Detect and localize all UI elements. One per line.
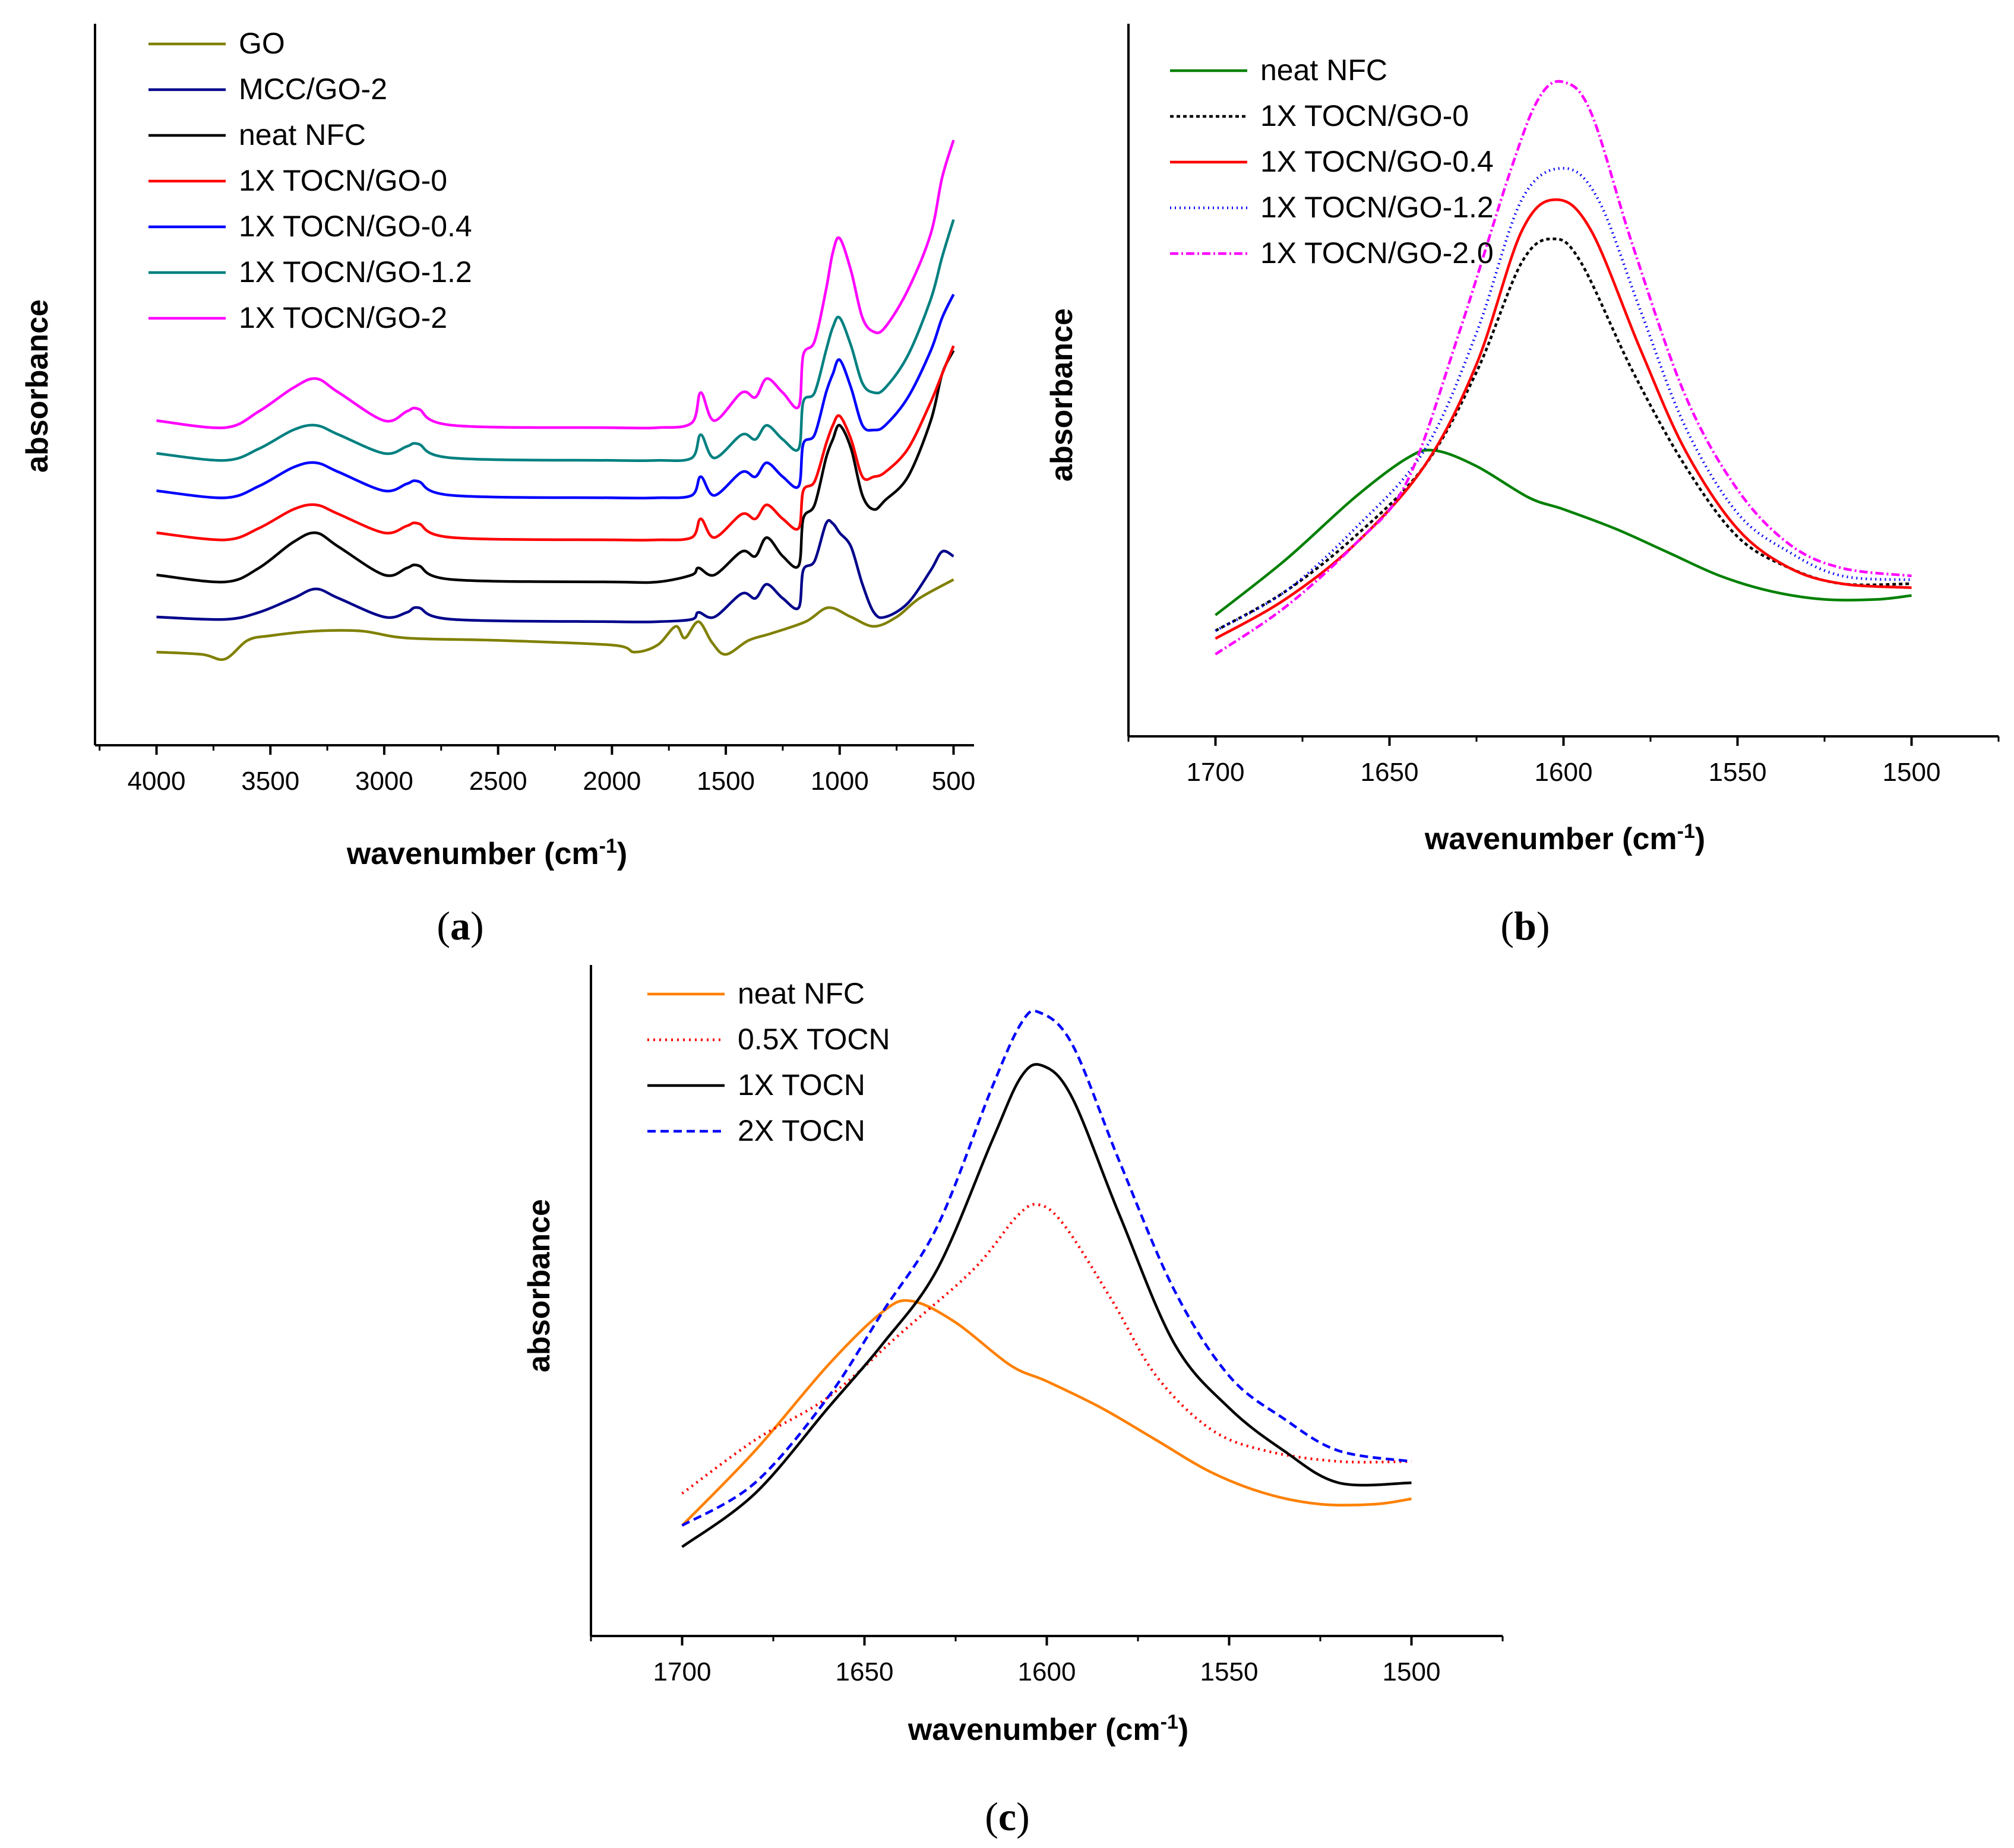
panel-c-legend-label: 0.5X TOCN [738, 1023, 890, 1056]
panel-b-x-tick-label: 1700 [1187, 758, 1245, 787]
panel-a-x-tick-label: 1000 [811, 767, 869, 796]
panel-b-y-axis-label: absorbance [1045, 308, 1079, 482]
panel-a-series-line-6 [156, 219, 955, 463]
panel-a-series-line-4 [156, 345, 955, 542]
panel-b-legend-label: 1X TOCN/GO-1.2 [1260, 191, 1494, 224]
panel-c-axes: 1700 1650 1600 1550 1500 [590, 965, 1504, 1686]
panel-b-chart: 1700 1650 1600 1550 1500 neat NFC 1X TOCN/GO-… [1045, 24, 2000, 856]
panel-a-chart: 4000 3500 3000 2500 2000 1500 1000 500 GO MCC/GO… [20, 24, 975, 871]
panel-b-x-tick-label: 1500 [1883, 758, 1941, 787]
panel-c-series-line-3 [681, 1063, 1412, 1548]
caption-c: (c) [985, 1794, 1030, 1839]
panel-c-x-tick-label: 1650 [836, 1657, 894, 1686]
panel-a-series-line-2 [156, 519, 954, 624]
panel-b-legend-label: 1X TOCN/GO-2.0 [1260, 236, 1494, 270]
panel-a-x-tick-label: 3000 [355, 767, 413, 796]
panel-c-series-line-1 [681, 1299, 1412, 1527]
panel-a-legend-label: 1X TOCN/GO-0.4 [239, 210, 472, 243]
panel-a-legend-label: 1X TOCN/GO-1.2 [239, 255, 472, 289]
panel-c-series-line-4 [681, 1010, 1412, 1527]
panel-c-legend-label: 1X TOCN [738, 1068, 865, 1102]
panel-b-series-line-2 [1215, 237, 1912, 632]
panel-a-series-line-1 [156, 578, 954, 662]
panel-a-series [156, 140, 955, 662]
panel-a-x-tick-label: 2000 [583, 767, 641, 796]
panel-c-chart: 1700 1650 1600 1550 1500 neat NFC 0.5X TOCN 1X… [522, 965, 1504, 1747]
panel-c-x-tick-label: 1500 [1383, 1657, 1441, 1686]
panel-a-legend-label: GO [239, 27, 285, 60]
panel-b-legend-label: neat NFC [1260, 53, 1387, 87]
panel-a-y-axis-label: absorbance [20, 299, 55, 473]
panel-a-legend-label: neat NFC [239, 118, 366, 151]
panel-a-series-line-7 [156, 140, 955, 430]
panel-a-legend: GO MCC/GO-2 neat NFC 1X TOCN/GO-0 1X TOCN/GO… [148, 27, 472, 334]
panel-b-series-line-5 [1215, 80, 1912, 656]
panel-b-series-line-1 [1215, 448, 1912, 616]
panel-a-x-tick-label: 4000 [128, 767, 186, 796]
panel-a-x-axis-label: wavenumber (cm-1) [346, 835, 627, 871]
panel-a-legend-label: 1X TOCN/GO-2 [239, 301, 447, 334]
panel-c-x-tick-label: 1550 [1200, 1657, 1259, 1686]
panel-a-x-tick-label: 1500 [697, 767, 755, 796]
caption-a: (a) [437, 903, 483, 948]
panel-c-legend: neat NFC 0.5X TOCN 1X TOCN 2X TOCN [647, 977, 890, 1147]
panel-b-legend-label: 1X TOCN/GO-0 [1260, 99, 1469, 132]
panel-b-x-tick-label: 1550 [1709, 758, 1767, 787]
panel-b-legend: neat NFC 1X TOCN/GO-0 1X TOCN/GO-0.4 1X TOC… [1170, 53, 1494, 270]
panel-a-x-tick-label: 500 [932, 767, 975, 796]
panel-c-x-tick-label: 1600 [1018, 1657, 1076, 1686]
panel-b-axes: 1700 1650 1600 1550 1500 [1127, 24, 2000, 787]
panel-c-legend-label: 2X TOCN [738, 1114, 865, 1147]
panel-a-series-line-3 [156, 350, 955, 584]
panel-c-x-axis-label: wavenumber (cm-1) [908, 1711, 1188, 1747]
panel-a-axes: 4000 3500 3000 2500 2000 1500 1000 500 [94, 24, 975, 796]
panel-a-legend-label: 1X TOCN/GO-0 [239, 164, 447, 197]
panel-a-x-tick-label: 2500 [469, 767, 527, 796]
panel-c-series [681, 1010, 1412, 1548]
panel-a-series-line-5 [156, 293, 955, 499]
caption-b: (b) [1500, 903, 1550, 948]
panel-b-series [1215, 80, 1912, 656]
panel-b-legend-label: 1X TOCN/GO-0.4 [1260, 145, 1494, 178]
panel-a-x-tick-label: 3500 [241, 767, 299, 796]
panel-c-x-tick-label: 1700 [653, 1657, 712, 1686]
panel-c-y-axis-label: absorbance [522, 1199, 557, 1372]
panel-a-legend-label: MCC/GO-2 [239, 72, 387, 106]
panel-b-x-tick-label: 1650 [1361, 758, 1419, 787]
panel-c-legend-label: neat NFC [738, 977, 865, 1010]
panel-b-x-axis-label: wavenumber (cm-1) [1424, 820, 1705, 856]
panel-b-x-tick-label: 1600 [1535, 758, 1593, 787]
